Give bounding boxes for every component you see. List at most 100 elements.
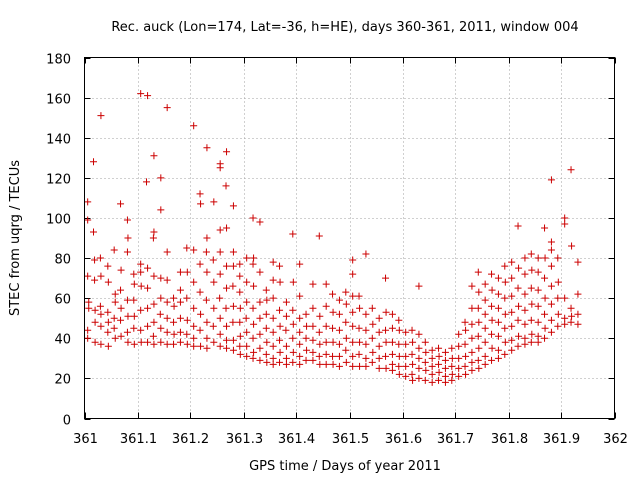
data-point bbox=[302, 334, 310, 342]
data-point bbox=[547, 246, 555, 254]
data-point bbox=[209, 256, 217, 264]
data-point bbox=[157, 174, 165, 182]
data-point bbox=[395, 370, 403, 378]
data-point bbox=[104, 308, 112, 316]
data-point bbox=[316, 312, 324, 320]
data-point bbox=[534, 286, 542, 294]
data-point bbox=[149, 332, 157, 340]
data-point bbox=[335, 340, 343, 348]
data-point bbox=[329, 290, 337, 298]
data-point bbox=[468, 304, 476, 312]
data-point bbox=[104, 342, 112, 350]
data-point bbox=[269, 328, 277, 336]
data-point bbox=[448, 376, 456, 384]
data-point bbox=[202, 296, 210, 304]
data-point bbox=[123, 328, 131, 336]
data-point bbox=[282, 342, 290, 350]
data-point bbox=[402, 352, 410, 360]
data-point bbox=[276, 262, 284, 270]
data-point bbox=[316, 340, 324, 348]
data-point bbox=[296, 352, 304, 360]
data-point bbox=[455, 364, 463, 372]
data-point bbox=[111, 334, 119, 342]
data-point bbox=[561, 320, 569, 328]
data-point bbox=[488, 356, 496, 364]
data-point bbox=[335, 310, 343, 318]
data-point bbox=[263, 296, 271, 304]
data-point bbox=[130, 270, 138, 278]
data-point bbox=[362, 362, 370, 370]
data-point bbox=[388, 338, 396, 346]
data-point bbox=[527, 338, 535, 346]
data-point bbox=[448, 354, 456, 362]
x-tick-label: 361.1 bbox=[120, 432, 157, 447]
data-point bbox=[130, 296, 138, 304]
data-point bbox=[216, 270, 224, 278]
data-point bbox=[296, 292, 304, 300]
data-point bbox=[428, 378, 436, 386]
data-point bbox=[176, 268, 184, 276]
data-point bbox=[488, 302, 496, 310]
data-point bbox=[84, 334, 92, 342]
data-point bbox=[302, 356, 310, 364]
data-point bbox=[508, 258, 516, 266]
data-point bbox=[229, 202, 237, 210]
data-point bbox=[176, 328, 184, 336]
data-point bbox=[322, 322, 330, 330]
data-point bbox=[554, 322, 562, 330]
data-point bbox=[355, 350, 363, 358]
data-point bbox=[395, 352, 403, 360]
data-point bbox=[461, 340, 469, 348]
data-point bbox=[276, 278, 284, 286]
data-point bbox=[249, 334, 257, 342]
data-point bbox=[256, 268, 264, 276]
data-point bbox=[190, 334, 198, 342]
data-point bbox=[475, 288, 483, 296]
data-point bbox=[144, 338, 152, 346]
data-point bbox=[302, 310, 310, 318]
data-point bbox=[170, 340, 178, 348]
data-point bbox=[229, 318, 237, 326]
data-point bbox=[157, 206, 165, 214]
data-point bbox=[567, 166, 575, 174]
data-point bbox=[150, 152, 158, 160]
data-point bbox=[494, 354, 502, 362]
data-point bbox=[368, 334, 376, 342]
data-point bbox=[84, 216, 92, 224]
data-point bbox=[223, 284, 231, 292]
data-point bbox=[216, 330, 224, 338]
data-point bbox=[362, 326, 370, 334]
data-point bbox=[236, 318, 244, 326]
data-point bbox=[150, 340, 158, 348]
y-tick-label: 60 bbox=[54, 293, 71, 308]
data-point bbox=[176, 298, 184, 306]
data-point bbox=[216, 226, 224, 234]
data-point bbox=[435, 352, 443, 360]
y-tick-label: 160 bbox=[46, 93, 71, 108]
data-point bbox=[462, 326, 470, 334]
data-point bbox=[355, 292, 363, 300]
data-point bbox=[388, 360, 396, 368]
data-point bbox=[137, 326, 145, 334]
data-point bbox=[96, 302, 104, 310]
data-point bbox=[236, 332, 244, 340]
data-point bbox=[276, 336, 284, 344]
data-point bbox=[515, 302, 523, 310]
data-point bbox=[435, 360, 443, 368]
data-point bbox=[534, 338, 542, 346]
data-point bbox=[481, 310, 489, 318]
data-point bbox=[269, 258, 277, 266]
data-point bbox=[309, 304, 317, 312]
data-point bbox=[90, 158, 98, 166]
data-point bbox=[269, 342, 277, 350]
data-point bbox=[296, 328, 304, 336]
data-point bbox=[256, 218, 264, 226]
data-point bbox=[508, 308, 516, 316]
data-point bbox=[481, 352, 489, 360]
data-point bbox=[110, 324, 118, 332]
data-point bbox=[223, 344, 231, 352]
data-point bbox=[216, 294, 224, 302]
data-point bbox=[455, 354, 463, 362]
data-point bbox=[289, 358, 297, 366]
data-point bbox=[111, 290, 119, 298]
